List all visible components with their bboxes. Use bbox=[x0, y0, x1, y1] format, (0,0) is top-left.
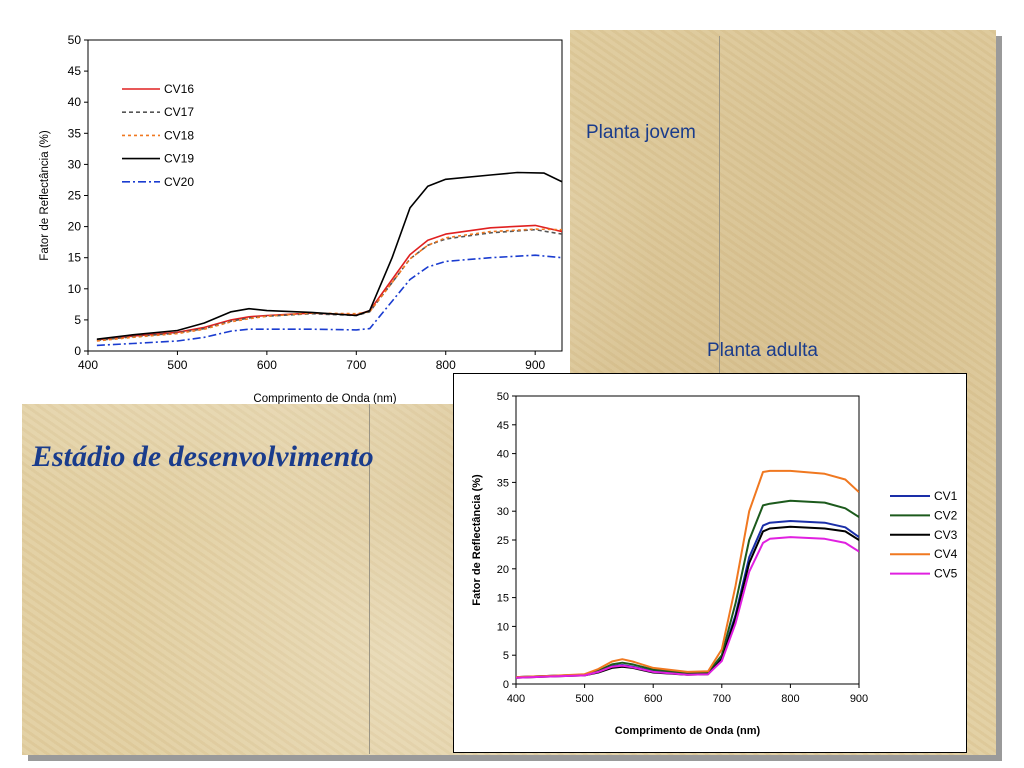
chart2-y-tick-label: 20 bbox=[497, 564, 509, 576]
chart1-y-tick-label: 45 bbox=[68, 64, 82, 78]
chart2-y-tick-label: 0 bbox=[503, 679, 509, 691]
chart1-x-tick-label: 400 bbox=[78, 358, 98, 372]
chart2-plot-area bbox=[515, 395, 860, 685]
chart2-y-tick-label: 35 bbox=[497, 477, 509, 489]
chart1-y-tick-label: 40 bbox=[68, 95, 82, 109]
chart1-y-axis-label: Fator de Reflectância (%) bbox=[39, 130, 51, 261]
chart1-y-tick-label: 25 bbox=[68, 189, 82, 203]
chart2-y-tick-label: 5 bbox=[503, 650, 509, 662]
chart2-y-tick-label: 50 bbox=[497, 391, 509, 403]
chart1-y-tick-label: 20 bbox=[68, 220, 82, 234]
divider-line bbox=[369, 404, 370, 754]
chart1-legend-label-cv18: CV18 bbox=[164, 128, 194, 142]
chart2-x-tick-label: 900 bbox=[850, 693, 868, 705]
chart1-x-tick-label: 900 bbox=[525, 358, 545, 372]
divider-line bbox=[719, 36, 720, 376]
label-young-plant: Planta jovem bbox=[586, 122, 696, 143]
chart1-series-line-cv20 bbox=[96, 254, 562, 347]
chart1-x-tick-label: 500 bbox=[167, 358, 187, 372]
chart2-x-tick-label: 700 bbox=[713, 693, 731, 705]
chart1-series-line-cv19 bbox=[96, 171, 562, 340]
chart1-y-tick-label: 10 bbox=[68, 282, 82, 296]
chart2-legend-label-cv1: CV1 bbox=[934, 489, 958, 503]
chart2-series-line-cv4 bbox=[516, 469, 859, 679]
chart2-x-tick-label: 500 bbox=[575, 693, 593, 705]
chart2-y-tick-label: 15 bbox=[497, 593, 509, 605]
chart1-y-tick-label: 30 bbox=[68, 157, 82, 171]
chart2-series-line-cv5 bbox=[516, 536, 859, 679]
title-development-stage: Estádio de desenvolvimento bbox=[32, 440, 374, 473]
chart1-y-tick-label: 50 bbox=[68, 33, 82, 47]
chart2-legend-label-cv3: CV3 bbox=[934, 528, 958, 542]
chart1-x-tick-label: 600 bbox=[257, 358, 277, 372]
chart-adult-plant: 0 5 10 15 20 25 30 35 40 45 50 400 500 600 700 800 900 Co… bbox=[453, 373, 967, 753]
chart2-x-tick-label: 800 bbox=[781, 693, 799, 705]
chart2-legend-label-cv4: CV4 bbox=[934, 547, 958, 561]
chart2-y-tick-label: 10 bbox=[497, 621, 509, 633]
chart2-legend-label-cv5: CV5 bbox=[934, 567, 958, 581]
chart2-series-line-cv2 bbox=[516, 499, 859, 679]
label-adult-plant: Planta adulta bbox=[707, 340, 818, 361]
chart1-x-tick-label: 800 bbox=[436, 358, 456, 372]
chart1-legend-label-cv16: CV16 bbox=[164, 82, 194, 96]
chart2-y-axis-label: Fator de Reflectância (%) bbox=[471, 474, 483, 606]
chart-adult-plant-svg: 0 5 10 15 20 25 30 35 40 45 50 400 500 600 700 800 900 Co… bbox=[471, 391, 958, 737]
chart1-plot-area bbox=[87, 39, 563, 352]
chart1-y-tick-label: 0 bbox=[74, 344, 81, 358]
chart1-y-tick-label: 5 bbox=[74, 313, 81, 327]
chart-young-plant: 0 5 10 15 20 25 30 35 40 45 50 400 500 600 700 800 900 Co… bbox=[22, 30, 570, 405]
chart1-legend-label-cv19: CV19 bbox=[164, 152, 194, 166]
chart2-y-tick-label: 25 bbox=[497, 535, 509, 547]
chart1-x-tick-label: 700 bbox=[346, 358, 366, 372]
chart1-y-tick-label: 15 bbox=[68, 251, 82, 265]
chart1-y-tick-label: 35 bbox=[68, 126, 82, 140]
chart2-legend-label-cv2: CV2 bbox=[934, 508, 958, 522]
chart1-legend-label-cv17: CV17 bbox=[164, 105, 194, 119]
chart2-y-tick-label: 40 bbox=[497, 449, 509, 461]
chart2-x-axis-label: Comprimento de Onda (nm) bbox=[615, 725, 761, 737]
chart1-series-line-cv18 bbox=[96, 228, 562, 342]
chart-young-plant-svg: 0 5 10 15 20 25 30 35 40 45 50 400 500 600 700 800 900 Co… bbox=[39, 33, 563, 405]
chart2-x-tick-label: 600 bbox=[644, 693, 662, 705]
chart2-y-tick-label: 30 bbox=[497, 506, 509, 518]
chart2-x-tick-label: 400 bbox=[507, 693, 525, 705]
chart2-y-tick-label: 45 bbox=[497, 420, 509, 432]
chart1-legend-label-cv20: CV20 bbox=[164, 175, 194, 189]
chart1-x-axis-label: Comprimento de Onda (nm) bbox=[253, 393, 396, 404]
